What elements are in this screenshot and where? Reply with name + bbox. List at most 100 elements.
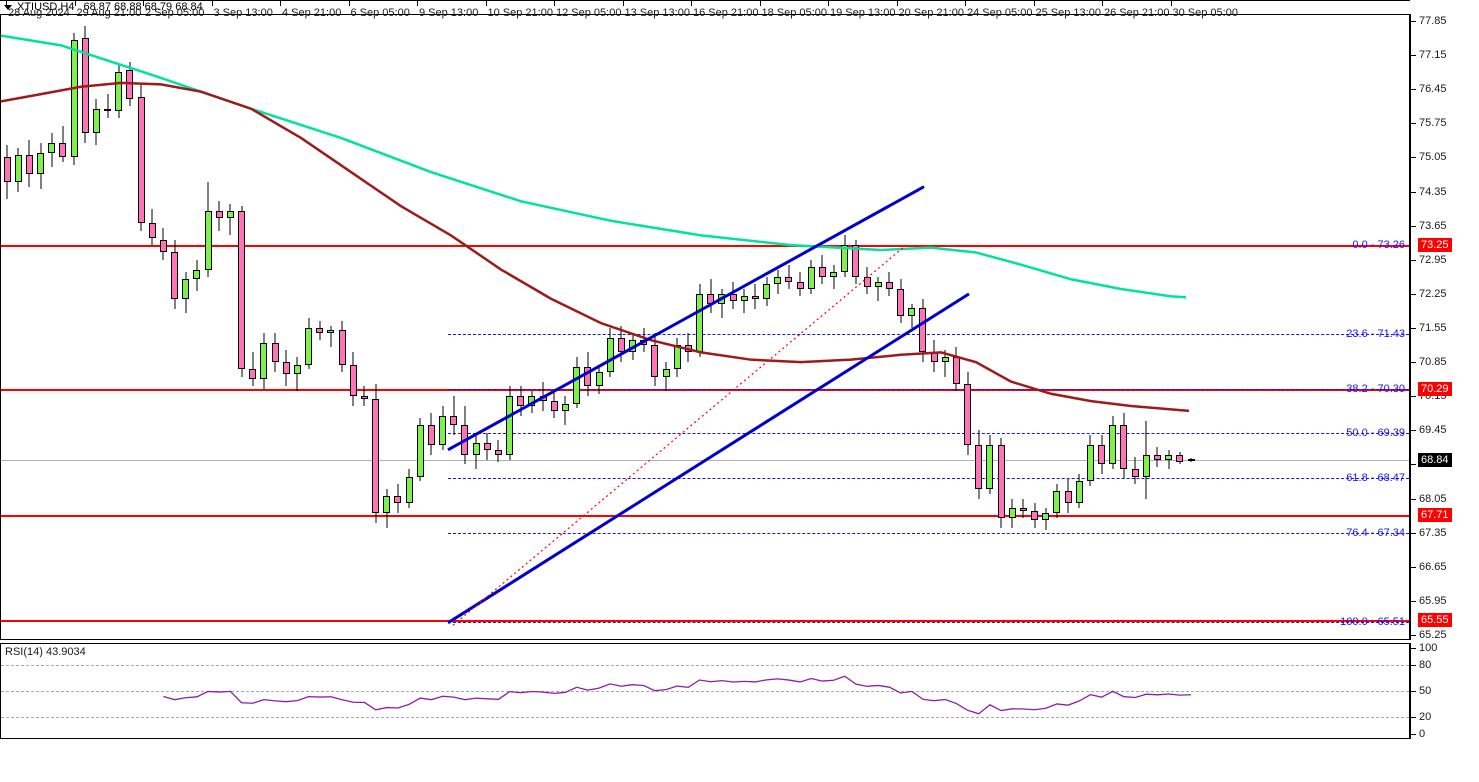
candlestick	[59, 125, 67, 163]
candle-body	[774, 276, 782, 285]
candlestick	[550, 388, 558, 419]
candle-body	[796, 281, 804, 289]
candle-body	[115, 72, 123, 112]
candle-wick	[296, 357, 298, 392]
time-axis-tick	[1102, 0, 1103, 6]
candlestick	[1008, 498, 1016, 528]
candle-body	[14, 154, 22, 182]
price-axis-tick	[1410, 21, 1416, 22]
candle-body	[282, 362, 290, 375]
candlestick	[215, 201, 223, 231]
candle-body	[852, 245, 860, 277]
candle-body	[327, 330, 335, 333]
fibonacci-level-label: 100.0 - 65.51	[1340, 616, 1405, 629]
projection-dotted-line	[452, 242, 910, 626]
candle-body	[171, 252, 179, 299]
candle-body	[975, 444, 983, 489]
candle-body	[416, 425, 424, 477]
price-axis-tick-label: 70.85	[1419, 356, 1447, 369]
fibonacci-level-label: 0.0 - 73.26	[1352, 238, 1405, 251]
rsi-gridline	[1, 665, 1409, 667]
candlestick	[841, 235, 849, 277]
candle-body	[249, 369, 257, 380]
candle-body	[1064, 491, 1072, 504]
candlestick	[651, 332, 659, 387]
candle-wick	[564, 396, 566, 426]
rsi-axis-tick-label: 50	[1419, 685, 1432, 697]
rsi-gridline	[1, 716, 1409, 718]
trendline-upper[interactable]	[447, 185, 925, 452]
time-axis-tick	[143, 0, 144, 6]
candle-body	[92, 108, 100, 134]
candle-wick	[833, 264, 835, 289]
rsi-svg	[163, 675, 1192, 715]
candlestick	[394, 483, 402, 514]
price-axis-tick	[1410, 600, 1416, 602]
price-axis[interactable]: 77.85 77.15 76.45 75.75 75.05 74.35 73.65 72.95…	[1410, 14, 1479, 641]
candle-body	[383, 496, 391, 514]
fibonacci-level-line	[448, 622, 1409, 624]
time-axis-tick	[691, 0, 692, 6]
time-axis-label: 6 Sep 05:00	[350, 7, 410, 19]
candlestick	[774, 269, 782, 294]
candle-body	[48, 142, 56, 153]
time-axis-label: 20 Sep 21:00	[898, 7, 964, 19]
trendline-lower[interactable]	[447, 292, 970, 625]
price-badge: 65.55	[1418, 613, 1452, 628]
candle-body	[874, 281, 882, 287]
candlestick	[561, 396, 569, 426]
candle-body	[818, 267, 826, 277]
time-axis-label: 3 Sep 13:00	[213, 7, 273, 19]
candle-body	[997, 444, 1005, 519]
candle-body	[450, 415, 458, 426]
time-axis-tick	[6, 0, 7, 6]
candle-body	[193, 269, 201, 280]
price-axis-tick-label: 77.85	[1419, 15, 1447, 27]
rsi-axis-tick	[1410, 691, 1416, 692]
price-axis-tick	[1410, 157, 1416, 159]
rsi-axis-tick-label: 100	[1419, 642, 1438, 654]
price-axis-tick	[1410, 225, 1416, 227]
price-axis-tick-label: 77.15	[1419, 49, 1447, 62]
rsi-gridline	[1, 691, 1409, 692]
candlestick	[494, 440, 502, 462]
rsi-axis[interactable]: 100 80 50 20 0	[1410, 642, 1479, 740]
candle-body	[1165, 454, 1173, 460]
candlestick	[573, 357, 581, 409]
support-resistance-line	[1, 620, 1409, 623]
time-axis-tick	[622, 0, 624, 6]
time-axis-label: 13 Sep 13:00	[624, 7, 690, 19]
candle-body	[260, 342, 268, 380]
price-plot-area: 0.0 - 73.26 23.6 - 71.43 38.2 - 70.30 50.0 …	[1, 15, 1409, 639]
candlestick	[137, 84, 145, 231]
candlestick	[316, 320, 324, 341]
candle-body	[1053, 491, 1061, 514]
candlestick	[349, 352, 357, 406]
price-axis-tick	[1410, 55, 1416, 57]
triangle-down-icon[interactable]	[4, 4, 12, 10]
candle-body	[651, 345, 659, 377]
candlestick	[1042, 508, 1050, 531]
candle-body	[919, 308, 927, 353]
price-axis-tick-label: 73.65	[1419, 219, 1447, 232]
candle-body	[238, 211, 246, 370]
candlestick	[986, 435, 994, 494]
time-axis-tick	[348, 0, 350, 6]
candlestick	[662, 362, 670, 392]
candle-wick	[877, 276, 879, 302]
candle-body	[1142, 454, 1150, 477]
candle-wick	[229, 203, 231, 236]
candlestick	[1142, 420, 1150, 499]
candle-body	[182, 279, 190, 299]
price-axis-tick-label: 68.05	[1419, 492, 1447, 505]
candlestick	[92, 98, 100, 146]
candle-body	[986, 444, 994, 489]
price-axis-tick-label: 66.65	[1419, 560, 1447, 573]
candle-wick	[330, 325, 332, 348]
candle-body	[1120, 425, 1128, 470]
candlestick	[159, 228, 167, 260]
candle-body	[897, 289, 905, 316]
candle-body	[25, 154, 33, 175]
time-axis-tick	[417, 0, 418, 6]
price-axis-tick-label: 65.25	[1419, 629, 1447, 641]
